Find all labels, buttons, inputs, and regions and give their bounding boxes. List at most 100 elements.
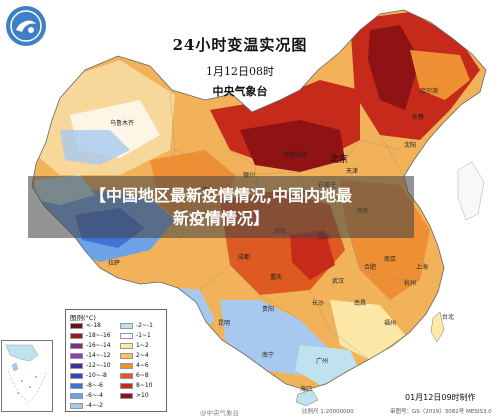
- city-label: 贵阳: [262, 306, 275, 313]
- legend-item: -14~-12: [70, 352, 111, 360]
- city-label: 南昌: [354, 300, 367, 307]
- watermark: @中央气象台: [200, 409, 239, 417]
- legend-item: -6~-4: [70, 392, 103, 400]
- headline-banner: 【中国地区最新疫情情况,中国内地最 新疫情情况】: [28, 176, 414, 238]
- north-west-cool-zone: [60, 130, 130, 165]
- sichuan-hot-core: [290, 230, 335, 280]
- legend-item: -18~-16: [70, 332, 111, 340]
- legend-item: 8~10: [120, 382, 152, 390]
- city-label: 天津: [346, 168, 359, 175]
- headline-line-1: 【中国地区最新疫情情况,中国内地最: [89, 186, 353, 205]
- legend-label: 8~10: [136, 382, 153, 389]
- legend-box: 图例(°C) <-18 -18~-16 -16~-14 -14~-12 -12~-10 -…: [65, 309, 167, 412]
- legend-label: -1~1: [136, 332, 151, 339]
- legend-label: >10: [136, 392, 149, 399]
- city-label: 上海: [416, 264, 429, 271]
- legend-item: -10~-8: [70, 372, 107, 380]
- legend-swatch: [70, 372, 83, 379]
- legend-swatch: [70, 322, 83, 329]
- city-label: 南京: [384, 256, 397, 263]
- legend-swatch: [70, 382, 83, 389]
- city-label: 海口: [300, 386, 313, 393]
- legend-item: -2~-1: [120, 322, 153, 330]
- city-label: 哈尔滨: [420, 88, 439, 95]
- legend-label: -4~-2: [86, 402, 103, 409]
- legend-item: -4~-2: [70, 402, 103, 410]
- legend-swatch: [70, 342, 83, 349]
- legend-label: 6~8: [136, 372, 149, 379]
- production-time: 01月12日09时制作: [405, 393, 476, 402]
- legend-item: -8~-6: [70, 382, 103, 390]
- city-label: 长沙: [312, 300, 325, 307]
- map-publisher: 中央气象台: [212, 85, 268, 98]
- city-label: 长春: [412, 114, 425, 121]
- map-date: 1月12日08时: [206, 65, 274, 78]
- map-review-number: 审图号：GS（2019）3082号 MESIS3.0: [390, 409, 492, 415]
- legend-item: >10: [120, 392, 149, 400]
- legend-label: -8~-6: [86, 382, 103, 389]
- legend-swatch: [70, 392, 83, 399]
- inset-map: [5, 344, 47, 404]
- legend-item: 2~4: [120, 352, 149, 360]
- legend-label: -10~-8: [86, 372, 107, 379]
- headline-line-2: 新疫情情况】: [172, 209, 269, 228]
- legend-label: 2~4: [136, 352, 149, 359]
- legend-swatch: [70, 352, 83, 359]
- city-label: 拉萨: [108, 260, 121, 267]
- legend-label: -2~-1: [136, 322, 153, 329]
- legend-swatch: [70, 402, 83, 409]
- legend-label: 4~6: [136, 362, 149, 369]
- map-title: 24小时变温实况图: [172, 36, 308, 54]
- legend-label: -16~-14: [86, 342, 111, 349]
- city-label: 合肥: [364, 264, 377, 271]
- legend-swatch: [70, 362, 83, 369]
- legend-item: 1~2: [120, 342, 149, 350]
- legend-label: <-18: [86, 322, 101, 329]
- city-label: 昆明: [218, 320, 231, 327]
- legend-item: 4~6: [120, 362, 149, 370]
- legend-label: -18~-16: [86, 332, 111, 339]
- city-label: 沈阳: [404, 142, 417, 149]
- city-label: 杭州: [404, 280, 417, 287]
- legend-label: -12~-10: [86, 362, 111, 369]
- legend-item: 6~8: [120, 372, 149, 380]
- cma-logo: [6, 6, 46, 46]
- south-china-sea-inset: [1, 340, 53, 412]
- northeast-mild-zone: [410, 50, 470, 100]
- legend-swatch: [120, 392, 133, 399]
- taiwan-island: [430, 311, 445, 343]
- legend-item: <-18: [70, 322, 101, 330]
- map-title-block: 24小时变温实况图 1月12日08时 中央气象台: [150, 34, 330, 99]
- legend-swatch: [120, 372, 133, 379]
- legend-label: -6~-4: [86, 392, 103, 399]
- legend-swatch: [70, 332, 83, 339]
- city-label: 福州: [384, 320, 397, 327]
- legend-title: 图例(°C): [70, 314, 96, 322]
- legend-item: -16~-14: [70, 342, 111, 350]
- city-label: 银川: [243, 170, 255, 179]
- northeast-extreme-zone: [368, 25, 420, 110]
- legend-item: -1~1: [120, 332, 151, 340]
- legend-swatch: [120, 322, 133, 329]
- legend-swatch: [120, 332, 133, 339]
- china-outline: [31, 9, 487, 391]
- city-label: 北京: [330, 155, 349, 165]
- map-scale: 比例尺 1:20000000: [302, 409, 354, 415]
- city-label: 重庆: [270, 274, 283, 281]
- city-label: 台北: [442, 314, 455, 321]
- legend-item: -12~-10: [70, 362, 111, 370]
- legend-swatch: [120, 342, 133, 349]
- city-label: 成都: [238, 254, 251, 261]
- southeast-mild-zone: [330, 300, 405, 360]
- legend-label: -14~-12: [86, 352, 111, 359]
- city-label: 呼和浩特: [283, 152, 308, 159]
- legend-swatch: [120, 352, 133, 359]
- legend-swatch: [120, 382, 133, 389]
- city-label: 武汉: [332, 278, 345, 285]
- legend-label: 1~2: [136, 342, 149, 349]
- legend-swatch: [120, 362, 133, 369]
- city-label: 乌鲁木齐: [110, 120, 135, 127]
- map-footer: @中央气象台 比例尺 1:20000000 审图号：GS（2019）3082号 …: [200, 405, 500, 417]
- north-china-extreme-zone: [240, 120, 345, 172]
